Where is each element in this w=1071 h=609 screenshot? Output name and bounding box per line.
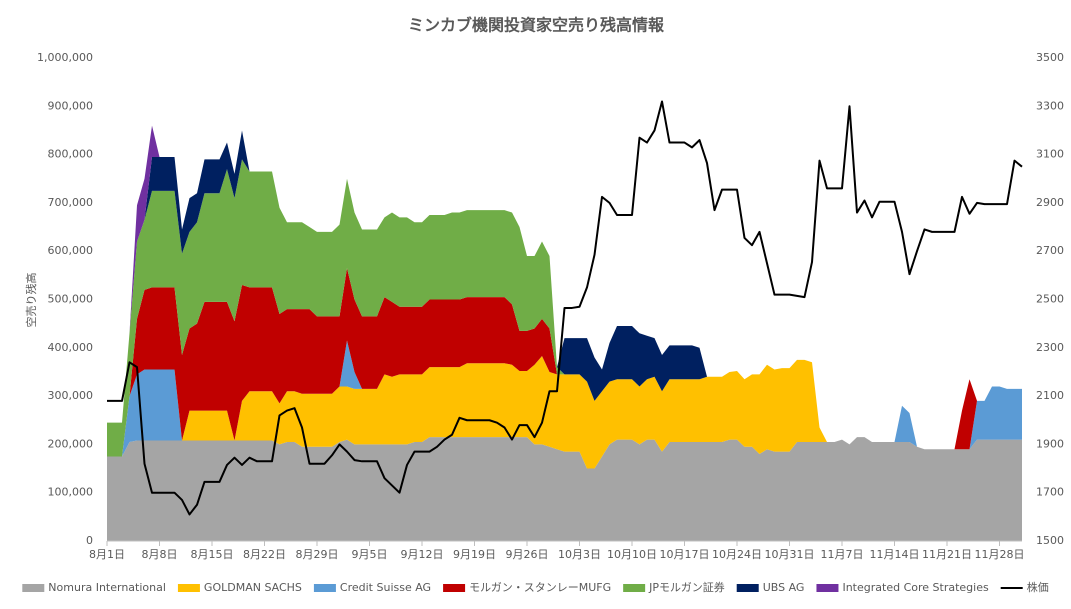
x-tick-label: 10月3日 [558, 548, 601, 561]
y-tick-label: 200,000 [48, 437, 94, 450]
x-tick-label: 11月21日 [922, 548, 972, 561]
y-tick-label: 0 [86, 534, 93, 547]
legend-label: Nomura International [48, 581, 166, 594]
x-tick-label: 9月12日 [401, 548, 444, 561]
y-tick-label: 400,000 [48, 341, 94, 354]
chart-title: ミンカブ機関投資家空売り残高情報 [408, 16, 665, 35]
x-tick-label: 10月31日 [765, 548, 815, 561]
x-tick-label: 11月28日 [975, 548, 1025, 561]
y-tick-label: 700,000 [48, 196, 94, 209]
area [107, 159, 1022, 457]
x-tick-label: 9月19日 [453, 548, 496, 561]
y-tick-label: 900,000 [48, 99, 94, 112]
line [107, 100, 1023, 516]
y2-tick-label: 2700 [1036, 244, 1064, 257]
legend-label: Credit Suisse AG [340, 581, 431, 594]
y2-tick-label: 2100 [1036, 389, 1064, 402]
y2-tick-label: 2900 [1036, 196, 1064, 209]
x-tick-label: 8月22日 [243, 548, 286, 561]
x-tick-label: 10月24日 [712, 548, 762, 561]
legend-label: UBS AG [763, 581, 805, 594]
x-tick-label: 8月15日 [191, 548, 234, 561]
y2-tick-label: 2500 [1036, 293, 1064, 306]
legend-swatch [816, 584, 839, 592]
x-tick-label: 8月29日 [296, 548, 339, 561]
y2-tick-label: 3100 [1036, 148, 1064, 161]
y2-tick-label: 1700 [1036, 486, 1064, 499]
area [107, 437, 1022, 541]
legend-swatch [177, 584, 200, 592]
legend-swatch [22, 584, 45, 592]
legend-label: モルガン・スタンレーMUFG [469, 581, 611, 594]
y2-tick-label: 1900 [1036, 437, 1064, 450]
legend-label: JPモルガン証券 [648, 580, 725, 594]
y-axis-title: 空売り残高 [24, 273, 38, 328]
y-tick-label: 100,000 [48, 486, 94, 499]
y2-tick-label: 1500 [1036, 534, 1064, 547]
legend-swatch [443, 584, 466, 592]
y2-tick-label: 3300 [1036, 99, 1064, 112]
legend: Nomura International GOLDMAN SACHS Credit … [22, 580, 1049, 594]
x-tick-label: 8月1日 [89, 548, 125, 561]
x-tick-label: 10月10日 [607, 548, 657, 561]
legend-label: Integrated Core Strategies [842, 581, 989, 594]
legend-swatch [623, 584, 646, 592]
y2-tick-label: 2300 [1036, 341, 1064, 354]
legend-swatch [313, 584, 336, 592]
y-tick-label: 1,000,000 [37, 51, 93, 64]
y2-tick-label: 3500 [1036, 51, 1064, 64]
x-tick-label: 10月17日 [660, 548, 710, 561]
x-tick-label: 11月14日 [870, 548, 920, 561]
legend-label: GOLDMAN SACHS [204, 581, 302, 594]
area [107, 268, 1022, 457]
x-tick-label: 11月7日 [821, 548, 864, 561]
y-tick-label: 800,000 [48, 148, 94, 161]
legend-swatch [736, 584, 759, 592]
area [107, 356, 1022, 469]
legend-label: 株価 [1027, 580, 1049, 594]
x-tick-label: 9月26日 [506, 548, 549, 561]
y-tick-label: 600,000 [48, 244, 94, 257]
plot-area: 0 100,000 200,000 300,000 400,000 500,000 600,… [37, 51, 1064, 561]
y-tick-label: 300,000 [48, 389, 94, 402]
y-tick-label: 500,000 [48, 293, 94, 306]
x-tick-label: 8月8日 [142, 548, 178, 561]
x-tick-label: 9月5日 [352, 548, 388, 561]
